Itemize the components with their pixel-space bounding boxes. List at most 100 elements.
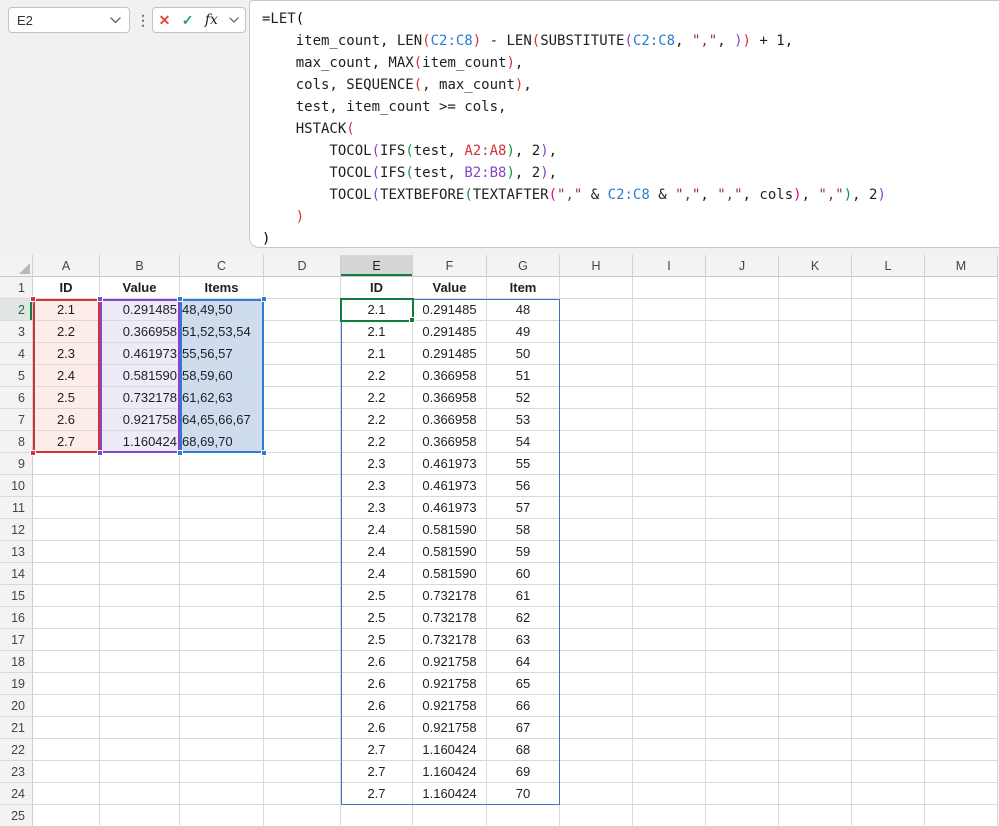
cell-F15[interactable]: 0.732178 — [413, 585, 487, 607]
cell-I21[interactable] — [633, 717, 706, 739]
formula-input[interactable]: =LET( item_count, LEN(C2:C8) - LEN(SUBST… — [262, 8, 886, 250]
cell-I3[interactable] — [633, 321, 706, 343]
cell-I12[interactable] — [633, 519, 706, 541]
cell-F16[interactable]: 0.732178 — [413, 607, 487, 629]
cell-C22[interactable] — [180, 739, 264, 761]
cell-K6[interactable] — [779, 387, 852, 409]
cell-K18[interactable] — [779, 651, 852, 673]
cell-B8[interactable]: 1.160424 — [100, 431, 180, 453]
cell-A17[interactable] — [33, 629, 100, 651]
cell-J13[interactable] — [706, 541, 779, 563]
cell-A25[interactable] — [33, 805, 100, 826]
cell-K22[interactable] — [779, 739, 852, 761]
cell-D11[interactable] — [264, 497, 341, 519]
cell-M7[interactable] — [925, 409, 998, 431]
cell-C23[interactable] — [180, 761, 264, 783]
cell-M1[interactable] — [925, 277, 998, 299]
cell-K10[interactable] — [779, 475, 852, 497]
cell-A4[interactable]: 2.3 — [33, 343, 100, 365]
cell-B17[interactable] — [100, 629, 180, 651]
cell-L16[interactable] — [852, 607, 925, 629]
cell-B19[interactable] — [100, 673, 180, 695]
cell-E6[interactable]: 2.2 — [341, 387, 413, 409]
range-A-handle-0[interactable] — [30, 296, 36, 302]
name-box[interactable]: E2 — [8, 7, 130, 33]
cell-M19[interactable] — [925, 673, 998, 695]
cell-G14[interactable]: 60 — [487, 563, 560, 585]
cell-E4[interactable]: 2.1 — [341, 343, 413, 365]
cell-B6[interactable]: 0.732178 — [100, 387, 180, 409]
range-B-handle-0[interactable] — [97, 296, 103, 302]
cell-L14[interactable] — [852, 563, 925, 585]
cell-J10[interactable] — [706, 475, 779, 497]
col-header-K[interactable]: K — [779, 255, 852, 277]
cell-B15[interactable] — [100, 585, 180, 607]
cell-E2[interactable]: 2.1 — [341, 299, 413, 321]
cell-J6[interactable] — [706, 387, 779, 409]
cell-B1[interactable]: Value — [100, 277, 180, 299]
cell-G17[interactable]: 63 — [487, 629, 560, 651]
cell-F19[interactable]: 0.921758 — [413, 673, 487, 695]
cell-M23[interactable] — [925, 761, 998, 783]
cell-G22[interactable]: 68 — [487, 739, 560, 761]
cell-M3[interactable] — [925, 321, 998, 343]
cell-D4[interactable] — [264, 343, 341, 365]
range-C-handle-0[interactable] — [177, 296, 183, 302]
cell-K3[interactable] — [779, 321, 852, 343]
cell-C16[interactable] — [180, 607, 264, 629]
cell-A10[interactable] — [33, 475, 100, 497]
cell-G3[interactable]: 49 — [487, 321, 560, 343]
cell-L8[interactable] — [852, 431, 925, 453]
cell-E25[interactable] — [341, 805, 413, 826]
cell-J1[interactable] — [706, 277, 779, 299]
cell-C1[interactable]: Items — [180, 277, 264, 299]
col-header-G[interactable]: G — [487, 255, 560, 277]
col-header-D[interactable]: D — [264, 255, 341, 277]
cell-E11[interactable]: 2.3 — [341, 497, 413, 519]
cell-B20[interactable] — [100, 695, 180, 717]
cell-K25[interactable] — [779, 805, 852, 826]
cell-H18[interactable] — [560, 651, 633, 673]
range-C-handle-2[interactable] — [177, 450, 183, 456]
cell-B21[interactable] — [100, 717, 180, 739]
cell-M10[interactable] — [925, 475, 998, 497]
cell-F18[interactable]: 0.921758 — [413, 651, 487, 673]
cell-D15[interactable] — [264, 585, 341, 607]
row-header-25[interactable]: 25 — [0, 805, 33, 826]
cell-A2[interactable]: 2.1 — [33, 299, 100, 321]
cell-J25[interactable] — [706, 805, 779, 826]
cell-K17[interactable] — [779, 629, 852, 651]
cancel-icon[interactable]: ✕ — [158, 11, 171, 28]
cell-E5[interactable]: 2.2 — [341, 365, 413, 387]
cell-L25[interactable] — [852, 805, 925, 826]
cell-I2[interactable] — [633, 299, 706, 321]
cell-B12[interactable] — [100, 519, 180, 541]
cell-F2[interactable]: 0.291485 — [413, 299, 487, 321]
cell-B3[interactable]: 0.366958 — [100, 321, 180, 343]
cell-G8[interactable]: 54 — [487, 431, 560, 453]
cell-D18[interactable] — [264, 651, 341, 673]
cell-E9[interactable]: 2.3 — [341, 453, 413, 475]
cell-J14[interactable] — [706, 563, 779, 585]
cell-B13[interactable] — [100, 541, 180, 563]
cell-C20[interactable] — [180, 695, 264, 717]
formula-bar-drag-handle[interactable]: ⋮ — [136, 11, 150, 28]
cell-D2[interactable] — [264, 299, 341, 321]
cell-H20[interactable] — [560, 695, 633, 717]
cell-I25[interactable] — [633, 805, 706, 826]
cell-I4[interactable] — [633, 343, 706, 365]
name-box-chevron-down-icon[interactable] — [110, 16, 121, 24]
cell-L21[interactable] — [852, 717, 925, 739]
cell-B24[interactable] — [100, 783, 180, 805]
row-header-6[interactable]: 6 — [0, 387, 33, 409]
cell-H2[interactable] — [560, 299, 633, 321]
cell-D9[interactable] — [264, 453, 341, 475]
row-header-10[interactable]: 10 — [0, 475, 33, 497]
cell-G25[interactable] — [487, 805, 560, 826]
cell-G4[interactable]: 50 — [487, 343, 560, 365]
fill-handle[interactable] — [409, 317, 415, 323]
cell-D17[interactable] — [264, 629, 341, 651]
cell-F24[interactable]: 1.160424 — [413, 783, 487, 805]
cell-C15[interactable] — [180, 585, 264, 607]
cell-H22[interactable] — [560, 739, 633, 761]
